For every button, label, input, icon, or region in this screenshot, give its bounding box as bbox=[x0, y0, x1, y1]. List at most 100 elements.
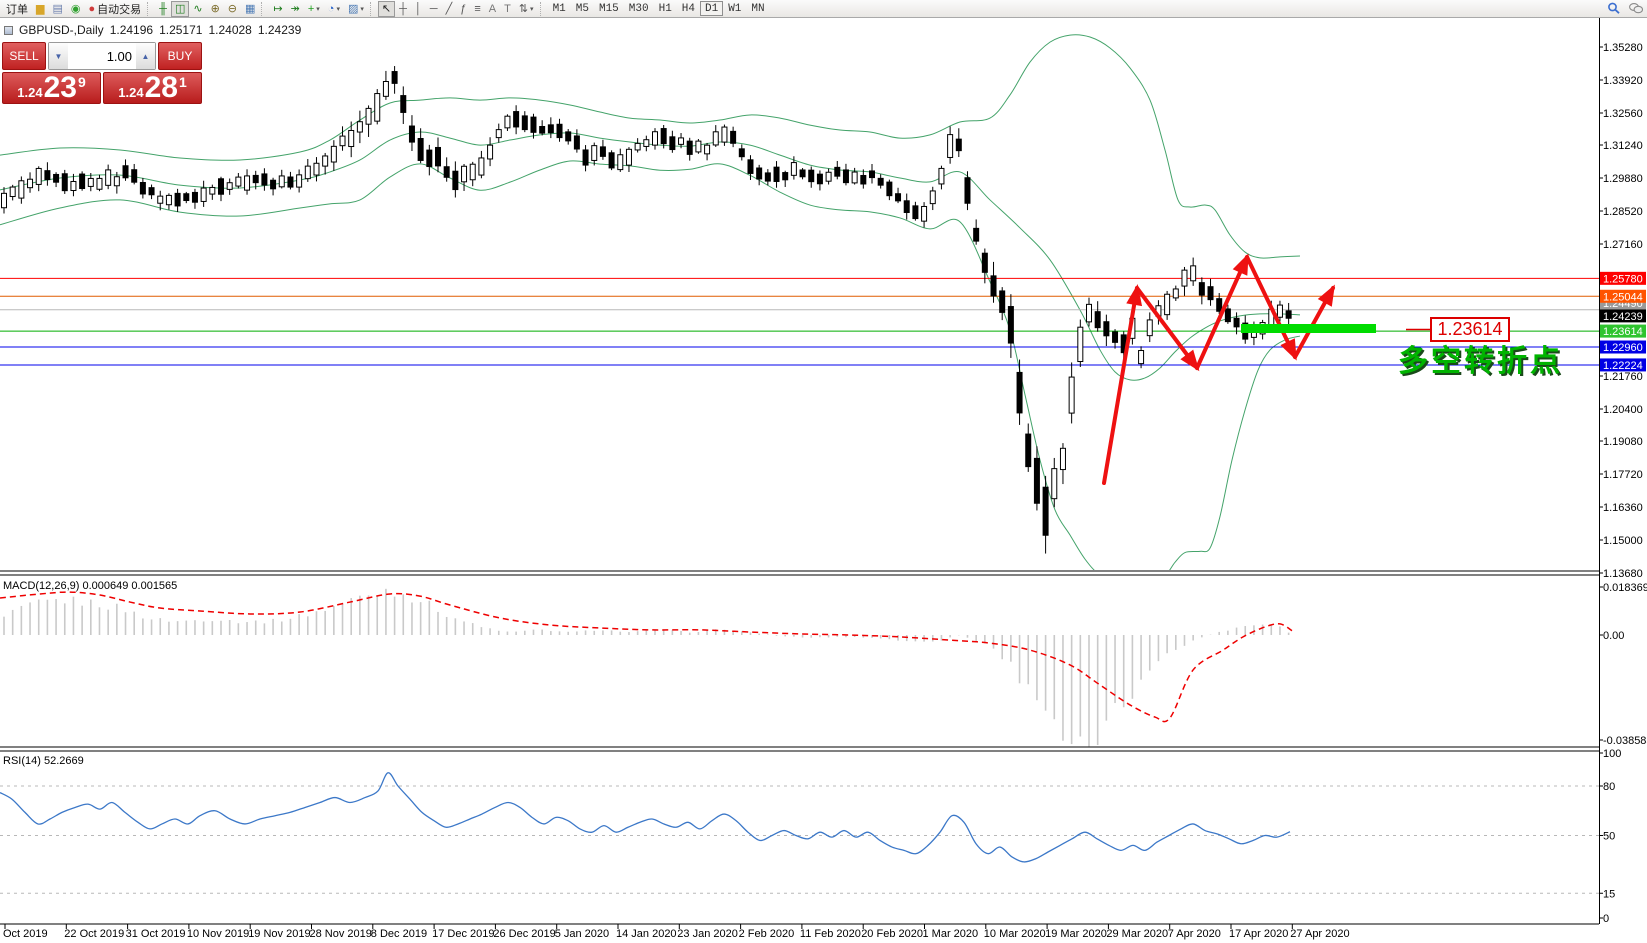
svg-text:19 Mar 2020: 19 Mar 2020 bbox=[1045, 928, 1107, 940]
svg-text:22 Oct 2019: 22 Oct 2019 bbox=[64, 928, 124, 940]
vertical-line-tool[interactable]: │ bbox=[411, 1, 426, 17]
timeframe-w1[interactable]: W1 bbox=[728, 2, 742, 15]
sell-price-button[interactable]: 1.24 23 9 bbox=[2, 72, 101, 104]
buy-price-button[interactable]: 1.24 28 1 bbox=[103, 72, 202, 104]
date-axis[interactable]: Oct 2019 22 Oct 2019 31 Oct 2019 10 Nov 201… bbox=[3, 924, 1350, 940]
channel-tool[interactable]: ≡ bbox=[470, 1, 484, 17]
svg-text:17 Apr 2020: 17 Apr 2020 bbox=[1229, 928, 1288, 940]
svg-text:28 Nov 2019: 28 Nov 2019 bbox=[310, 928, 372, 940]
zoom-in-icon[interactable]: ⊕ bbox=[207, 1, 224, 17]
search-icon[interactable] bbox=[1607, 2, 1621, 15]
svg-text:1.19080: 1.19080 bbox=[1603, 436, 1643, 448]
horizontal-line-tool[interactable]: ─ bbox=[426, 1, 442, 17]
svg-text:Oct 2019: Oct 2019 bbox=[3, 928, 48, 940]
text-tool-glyph: A bbox=[488, 2, 497, 15]
svg-text:10 Nov 2019: 10 Nov 2019 bbox=[187, 928, 249, 940]
quote-high: 1.25171 bbox=[159, 23, 203, 37]
autotrade-button[interactable]: ● 自动交易 bbox=[84, 1, 145, 17]
timeframe-h1[interactable]: H1 bbox=[658, 2, 672, 15]
svg-text:1.33920: 1.33920 bbox=[1603, 75, 1643, 87]
volume-input[interactable] bbox=[68, 43, 136, 69]
timeframe-h4[interactable]: H4 bbox=[681, 2, 695, 15]
buy-button[interactable]: BUY bbox=[158, 42, 202, 70]
signal-icon[interactable]: ◉ bbox=[67, 1, 85, 17]
signal-icon-glyph: ◉ bbox=[70, 2, 81, 15]
svg-text:1.17720: 1.17720 bbox=[1603, 469, 1643, 481]
zoom-out-icon-glyph: ⊖ bbox=[227, 2, 237, 15]
fibonacci-tool-glyph: ƒ bbox=[460, 2, 467, 15]
volume-increase-button[interactable]: ▲ bbox=[136, 43, 155, 69]
svg-text:1.23614: 1.23614 bbox=[1437, 319, 1502, 339]
toolbar-separator bbox=[539, 1, 546, 16]
scroll-chart-end-icon[interactable]: ↦ bbox=[269, 1, 286, 17]
timeframe-m15[interactable]: M15 bbox=[598, 2, 619, 15]
svg-text:19 Nov 2019: 19 Nov 2019 bbox=[248, 928, 310, 940]
news-icon-glyph: ▤ bbox=[52, 2, 63, 15]
svg-text:1.25780: 1.25780 bbox=[1603, 273, 1643, 285]
svg-text:0.00: 0.00 bbox=[1603, 630, 1624, 642]
trendline-tool-glyph: ╱ bbox=[445, 2, 453, 15]
buy-price-prefix: 1.24 bbox=[118, 85, 144, 100]
macd-indicator: MACD(12,26,9) 0.000649 0.001565 bbox=[0, 580, 1293, 747]
sell-price-prefix: 1.24 bbox=[17, 85, 43, 100]
timeframe-m1[interactable]: M1 bbox=[552, 2, 566, 15]
svg-text:29 Mar 2020: 29 Mar 2020 bbox=[1106, 928, 1168, 940]
timeframe-m5[interactable]: M5 bbox=[575, 2, 589, 15]
bar-chart-icon[interactable]: ╫ bbox=[155, 1, 171, 17]
sell-price-pip: 9 bbox=[77, 74, 86, 90]
tile-windows-icon-glyph: ▦ bbox=[245, 2, 256, 15]
svg-text:1 Mar 2020: 1 Mar 2020 bbox=[923, 928, 979, 940]
timeframe-d1[interactable]: D1 bbox=[700, 1, 724, 16]
text-label-tool-glyph: T bbox=[504, 2, 511, 15]
indicators-button[interactable]: + ▾ bbox=[304, 1, 324, 17]
candlestick-series bbox=[1, 66, 1292, 554]
timeframe-m30[interactable]: M30 bbox=[628, 2, 649, 15]
crosshair-tool[interactable]: ┼ bbox=[395, 1, 411, 17]
timeframe-mn[interactable]: MN bbox=[751, 2, 765, 15]
new-order-button[interactable]: 订单 bbox=[2, 1, 32, 17]
news-icon[interactable]: ▤ bbox=[48, 1, 66, 17]
line-chart-icon[interactable]: ∿ bbox=[189, 1, 206, 17]
text-label-tool[interactable]: T bbox=[500, 1, 515, 17]
trendline-tool[interactable]: ╱ bbox=[442, 1, 457, 17]
pane-separators[interactable] bbox=[0, 18, 1600, 925]
cursor-tool[interactable]: ↖ bbox=[377, 0, 396, 17]
svg-text:11 Feb 2020: 11 Feb 2020 bbox=[800, 928, 861, 940]
svg-text:1.15000: 1.15000 bbox=[1603, 535, 1643, 547]
channel-tool-glyph: ≡ bbox=[474, 2, 481, 15]
fibonacci-tool[interactable]: ƒ bbox=[456, 1, 470, 17]
toolbar-separator bbox=[261, 1, 267, 16]
bar-chart-icon-glyph: ╫ bbox=[159, 2, 167, 15]
gold-box-icon[interactable]: ▆ bbox=[32, 1, 48, 17]
svg-text:1.22960: 1.22960 bbox=[1603, 342, 1643, 354]
tile-windows-icon[interactable]: ▦ bbox=[241, 1, 259, 17]
toolbar-separator bbox=[147, 1, 153, 16]
chat-icon[interactable] bbox=[1629, 2, 1643, 15]
toolbar-separator bbox=[369, 1, 376, 16]
buy-price-pip: 1 bbox=[178, 74, 187, 90]
zoom-out-icon[interactable]: ⊖ bbox=[224, 1, 241, 17]
candlestick-chart-icon-glyph: ◫ bbox=[174, 2, 186, 15]
arrows-tool[interactable]: ⇅ ▾ bbox=[515, 1, 538, 17]
arrows-tool-glyph: ⇅ bbox=[518, 2, 529, 15]
sell-button[interactable]: SELL bbox=[2, 42, 46, 70]
text-tool[interactable]: A bbox=[485, 1, 500, 17]
crosshair-tool-glyph: ┼ bbox=[399, 2, 407, 15]
periods-button[interactable]: ◔ ▾ bbox=[324, 1, 344, 17]
quote-low: 1.24028 bbox=[208, 23, 252, 37]
candlestick-chart-icon[interactable]: ◫ bbox=[170, 0, 190, 17]
chart-shift-icon[interactable]: ↠ bbox=[287, 1, 304, 17]
svg-text:27 Apr 2020: 27 Apr 2020 bbox=[1290, 928, 1349, 940]
price-axis[interactable]: 1.35280 1.33920 1.32560 1.31240 1.29880 1.285… bbox=[1599, 42, 1647, 925]
volume-decrease-button[interactable]: ▼ bbox=[49, 43, 68, 69]
templates-button[interactable]: ▨ ▾ bbox=[344, 1, 368, 17]
svg-text:1.16360: 1.16360 bbox=[1603, 502, 1643, 514]
svg-text:1.31240: 1.31240 bbox=[1603, 140, 1643, 152]
templates-glyph: ▨ bbox=[347, 2, 359, 15]
rsi-indicator: RSI(14) 52.2669 bbox=[0, 755, 1599, 894]
svg-text:100: 100 bbox=[1603, 748, 1621, 760]
svg-text:7 Apr 2020: 7 Apr 2020 bbox=[1168, 928, 1221, 940]
